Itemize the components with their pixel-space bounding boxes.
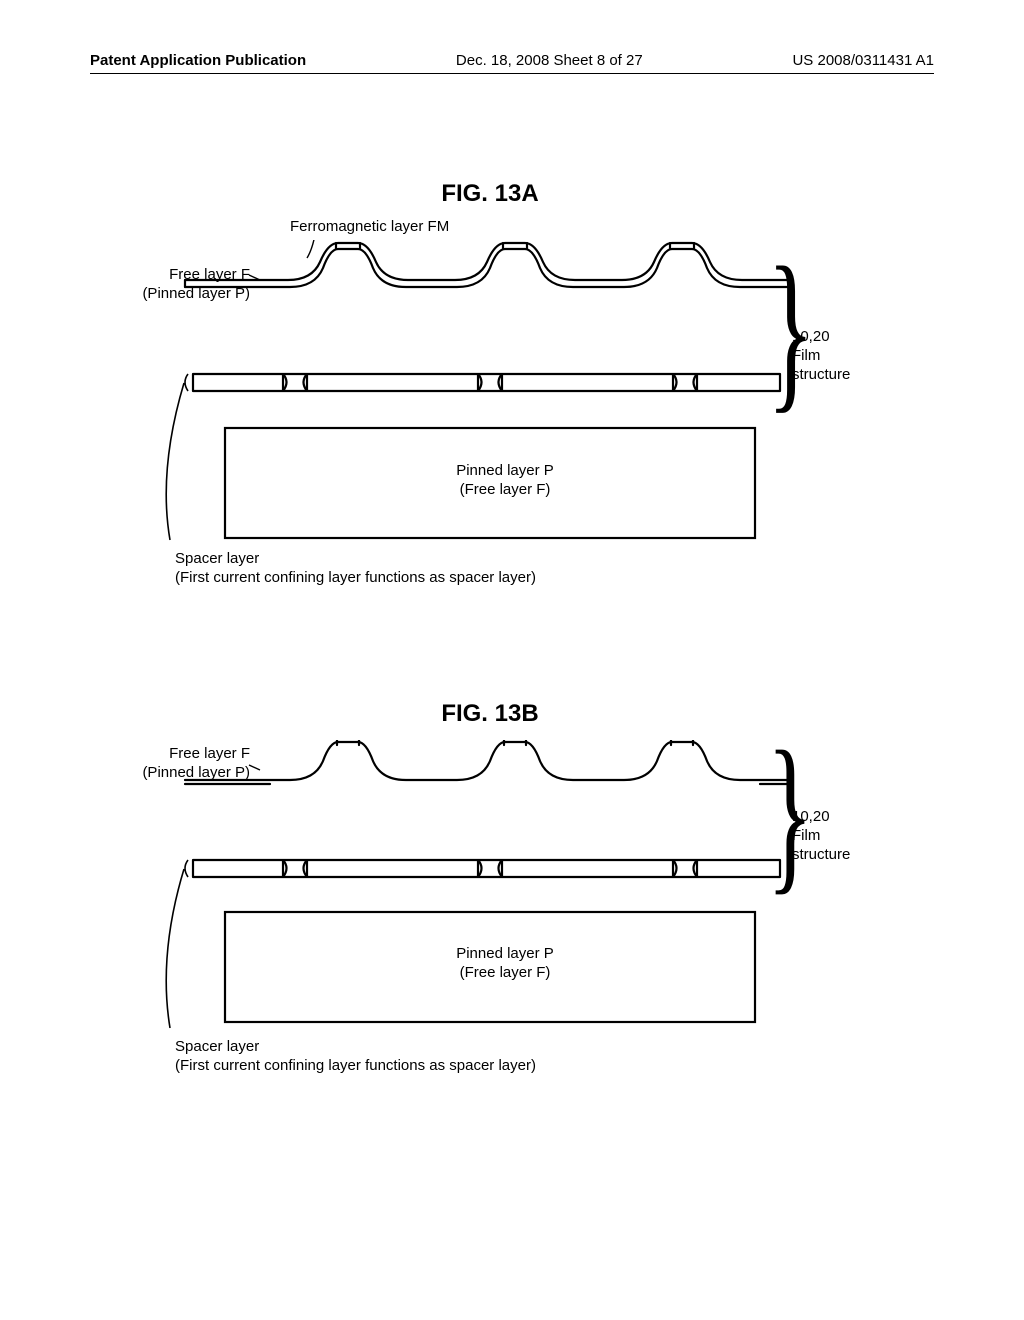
spacer-line1: Spacer layer [175, 550, 259, 567]
header-right: US 2008/0311431 A1 [792, 52, 934, 69]
fig13a-title: FIG. 13A [100, 180, 880, 208]
fig13b-svg [140, 740, 840, 1060]
pinned-layer-label-b: Pinned layer P (Free layer F) [420, 945, 590, 983]
pinned-b-line1: Pinned layer P [456, 945, 554, 962]
pinned-layer-label-a: Pinned layer P (Free layer F) [420, 462, 590, 500]
page-header: Patent Application Publication Dec. 18, … [90, 52, 934, 74]
pinned-b-line2: (Free layer F) [460, 964, 551, 981]
spacer-label-a: Spacer layer (First current confining la… [175, 550, 536, 588]
fig13a-svg [140, 240, 840, 560]
spacer-label-b: Spacer layer (First current confining la… [175, 1038, 536, 1076]
figure-13b: FIG. 13B Free layer F (Pinned layer P) 1… [100, 700, 880, 738]
pinned-line2: (Free layer F) [460, 481, 551, 498]
ferromagnetic-label: Ferromagnetic layer FM [290, 218, 449, 237]
spacer-line2: (First current confining layer functions… [175, 569, 536, 586]
pinned-line1: Pinned layer P [456, 462, 554, 479]
figure-13a: FIG. 13A Ferromagnetic layer FM Free lay… [100, 180, 880, 218]
header-center: Dec. 18, 2008 Sheet 8 of 27 [456, 52, 643, 69]
header-left: Patent Application Publication [90, 52, 306, 69]
spacer-b-line2: (First current confining layer functions… [175, 1057, 536, 1074]
fig13b-title: FIG. 13B [100, 700, 880, 728]
spacer-b-line1: Spacer layer [175, 1038, 259, 1055]
